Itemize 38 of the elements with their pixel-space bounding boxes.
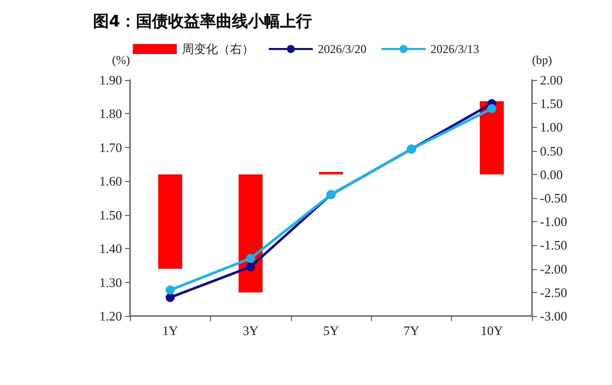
point bbox=[166, 292, 175, 302]
y-tick-label: 1.30 bbox=[99, 274, 122, 290]
legend-label: 2026/3/20 bbox=[318, 42, 367, 56]
y2-tick-label: -3.00 bbox=[540, 308, 568, 324]
y2-tick-label: 0.00 bbox=[540, 166, 563, 182]
y2-tick-label: -2.00 bbox=[540, 261, 568, 276]
point bbox=[487, 104, 496, 114]
y2-axis-title: (bp) bbox=[532, 53, 552, 67]
y-tick-label: 1.60 bbox=[99, 174, 122, 189]
x-tick-label: 1Y bbox=[162, 323, 179, 338]
y2-tick-label: -2.50 bbox=[540, 284, 568, 300]
chart-title: 图4：国债收益率曲线小幅上行 bbox=[93, 12, 312, 30]
y-tick-label: 1.20 bbox=[99, 308, 122, 324]
x-tick-label: 10Y bbox=[480, 323, 504, 338]
y2-tick-label: 1.50 bbox=[540, 96, 563, 112]
y2-tick-label: -1.50 bbox=[540, 238, 568, 253]
y-tick-label: 1.70 bbox=[99, 140, 122, 155]
x-tick-label: 3Y bbox=[242, 323, 260, 338]
y-tick-label: 1.80 bbox=[99, 106, 122, 122]
bar bbox=[238, 174, 263, 292]
y2-tick-label: 2.00 bbox=[540, 72, 563, 88]
point bbox=[246, 254, 256, 263]
y2-tick-label: 1.00 bbox=[540, 120, 563, 135]
y2-tick-label: -0.50 bbox=[540, 190, 568, 206]
y-tick-label: 1.50 bbox=[99, 207, 122, 222]
y-axis-title: (%) bbox=[112, 53, 130, 67]
point bbox=[166, 286, 175, 295]
y-tick-label: 1.40 bbox=[99, 241, 122, 256]
x-tick-label: 7Y bbox=[403, 323, 420, 338]
legend-label: 周变化（右） bbox=[182, 42, 254, 56]
legend-label: 2026/3/13 bbox=[430, 42, 480, 56]
y2-tick-label: -1.00 bbox=[540, 214, 568, 230]
bar bbox=[480, 101, 504, 174]
y-tick-label: 1.90 bbox=[99, 72, 122, 88]
point bbox=[246, 262, 256, 272]
bar bbox=[158, 174, 182, 269]
x-tick-label: 5Y bbox=[323, 323, 340, 338]
y2-tick-label: 0.50 bbox=[540, 143, 563, 158]
